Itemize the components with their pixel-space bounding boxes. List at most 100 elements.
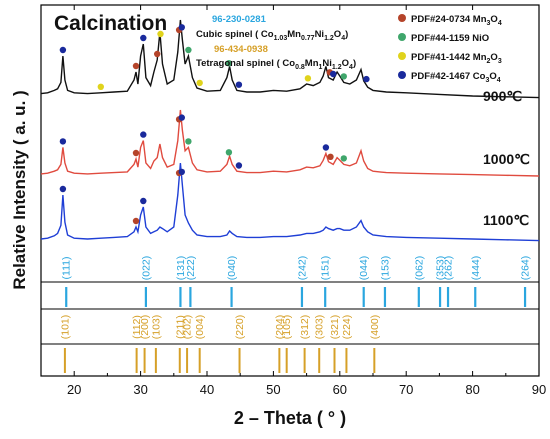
x-tick-label: 50 — [266, 382, 280, 397]
phase-marker — [140, 34, 147, 42]
legend-cubic-desc: Cubic spinel ( Co1.03Mn0.77Ni1.2O4) — [196, 29, 348, 42]
phase-marker — [196, 79, 203, 87]
phase-marker — [330, 70, 337, 78]
cubic-ref-label: (264) — [520, 256, 532, 281]
legend-cubic-ni: Ni — [315, 29, 325, 40]
tetragonal-ref-label: (224) — [341, 315, 353, 340]
x-tick-label: 60 — [333, 382, 347, 397]
tetragonal-ref-label: (303) — [314, 315, 326, 340]
phase-marker — [154, 50, 161, 58]
legend-tetragonal-desc: Tetragonal spinel ( Co0.8Mn1Ni1.2O4) — [196, 58, 356, 71]
legend-cubic-desc-a: Cubic spinel ( Co — [196, 29, 274, 40]
x-axis-label: 2 – Theta ( ° ) — [234, 408, 346, 428]
legend-tet-ni: Ni — [322, 58, 332, 69]
legend-marker-mn2o3: PDF#41-1442 Mn2O3 — [411, 52, 502, 65]
legend-cubic-sub2: 0.77 — [301, 35, 315, 42]
legend-cubic-o: O — [334, 29, 341, 40]
legend-tet-desc-a: Tetragonal spinel ( Co — [196, 58, 295, 69]
tetragonal-ref-label: (004) — [194, 315, 206, 340]
series-label-1100: 1100℃ — [483, 212, 529, 228]
phase-marker — [363, 75, 370, 83]
legend-marker-mn3o4-dot — [398, 14, 406, 22]
phase-marker — [304, 75, 312, 82]
cubic-ref-label: (222) — [185, 256, 197, 281]
phase-marker — [157, 30, 164, 38]
legend-tet-sub4: 4 — [349, 64, 353, 71]
cubic-ref-label: (044) — [358, 256, 370, 281]
cubic-ref-label: (353) — [435, 256, 447, 281]
phase-marker — [97, 83, 105, 91]
chart-title: Calcination — [54, 12, 167, 35]
phase-marker — [235, 162, 243, 169]
legend-tet-sub2: 1 — [319, 64, 323, 71]
y-axis-label: Relative Intensity ( a. u. ) — [10, 90, 29, 289]
phase-marker — [59, 46, 67, 54]
tetragonal-ref-label: (202) — [182, 315, 194, 340]
series-line-2 — [40, 162, 540, 242]
phase-marker — [132, 217, 140, 225]
phase-marker — [185, 46, 192, 54]
cubic-ref-label: (062) — [413, 256, 425, 281]
legend-tet-close: ) — [353, 58, 356, 69]
legend-cubic-mn: Mn — [287, 29, 301, 40]
phase-marker — [178, 114, 185, 121]
series-label-1000: 1000℃ — [483, 151, 530, 167]
phase-marker — [322, 144, 330, 151]
phase-marker — [178, 24, 185, 31]
tetragonal-ref-label: (312) — [299, 315, 311, 340]
phase-marker — [140, 131, 147, 138]
phase-marker-layer — [59, 24, 370, 225]
series-layer — [40, 19, 540, 242]
phase-marker — [132, 62, 140, 70]
legend-cubic-sub1: 1.03 — [274, 35, 288, 42]
legend-marker-nio-dot — [398, 33, 406, 41]
series-line-0 — [40, 19, 540, 99]
tetragonal-ref-label: (105) — [281, 315, 293, 340]
x-tick-label: 80 — [465, 382, 479, 397]
cubic-ref-label: (151) — [320, 256, 332, 281]
cubic-ref-label: (444) — [470, 256, 482, 281]
legend-tet-sub1: 0.8 — [295, 64, 305, 71]
series-label-900: 900℃ — [483, 88, 522, 104]
cubic-ref-label: (040) — [226, 256, 238, 281]
legend-marker-mn3o4: PDF#24-0734 Mn3O4 — [411, 14, 502, 27]
series-line-1 — [40, 109, 540, 177]
legend-marker-mn2o3-dot — [398, 52, 406, 60]
legend-markers: PDF#24-0734 Mn3O4 PDF#44-1159 NiO PDF#41… — [398, 14, 502, 84]
phase-marker — [59, 138, 67, 145]
tetragonal-ref-label: (220) — [234, 315, 246, 340]
x-tick-label: 70 — [399, 382, 413, 397]
tetragonal-ref-label: (400) — [369, 315, 381, 340]
legend-marker-co3o4-dot — [398, 71, 406, 79]
reference-lines-layer: (111) (022) (131)(222) (040) (242) (151) (044)… — [59, 256, 532, 373]
tetragonal-ref-label: (112) — [131, 315, 143, 339]
phase-marker — [132, 149, 140, 157]
cubic-ref-label: (111) — [61, 257, 73, 280]
x-tick-label: 20 — [67, 382, 81, 397]
phase-marker — [178, 168, 185, 176]
tetragonal-ref-label: (200) — [139, 315, 151, 340]
cubic-ref-label: (262) — [443, 256, 455, 281]
tetragonal-ref-label: (321) — [329, 315, 341, 340]
cubic-ref-label: (242) — [297, 256, 309, 281]
phase-marker — [225, 60, 233, 67]
tetragonal-ref-label: (101) — [59, 315, 71, 340]
phase-marker — [235, 81, 243, 88]
phase-marker — [327, 153, 334, 160]
phase-marker — [59, 185, 67, 193]
legend-tet-sub3: 1.2 — [332, 64, 342, 71]
phase-marker — [340, 73, 347, 80]
phase-marker — [140, 197, 147, 205]
legend-top-left: 96-230-0281 Cubic spinel ( Co1.03Mn0.77N… — [196, 14, 356, 71]
legend-marker-nio: PDF#44-1159 NiO — [411, 33, 489, 44]
phase-marker — [225, 149, 233, 156]
legend-tet-o: O — [342, 58, 349, 69]
x-tick-label: 90 — [532, 382, 546, 397]
legend-cubic-sub3: 1.2 — [324, 35, 334, 42]
x-tick-label: 40 — [200, 382, 214, 397]
cubic-ref-label: (022) — [140, 256, 152, 281]
legend-cubic-close: ) — [345, 29, 348, 40]
legend-tetragonal-code: 96-434-0938 — [214, 44, 268, 55]
cubic-ref-label: (153) — [380, 256, 392, 281]
